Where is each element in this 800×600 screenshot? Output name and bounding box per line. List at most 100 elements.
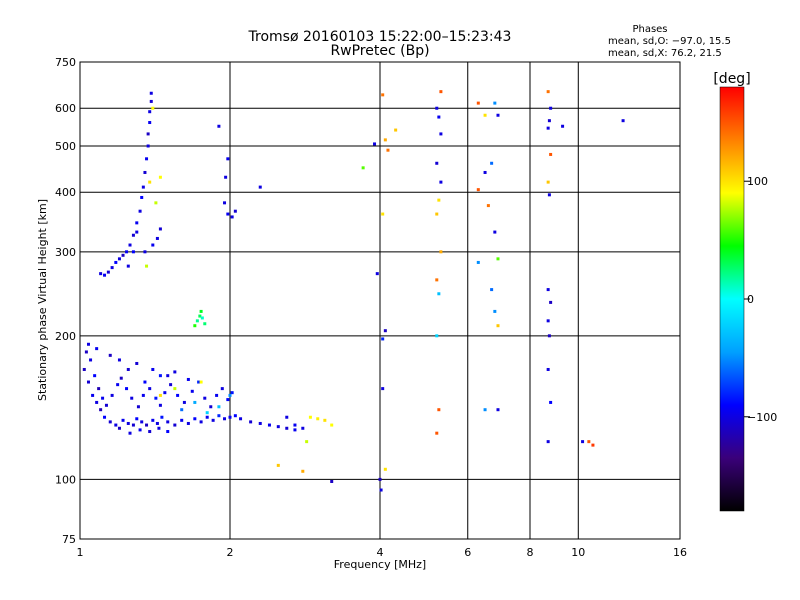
data-point xyxy=(330,423,334,427)
data-point xyxy=(439,132,443,136)
data-point xyxy=(301,426,305,430)
data-point xyxy=(223,417,227,421)
data-point xyxy=(476,188,480,192)
data-point xyxy=(117,426,121,430)
data-point xyxy=(195,319,199,323)
x-tick-label: 2 xyxy=(227,546,234,559)
data-point xyxy=(135,221,139,225)
data-point xyxy=(151,418,155,422)
data-point xyxy=(228,393,232,397)
x-tick-label: 1 xyxy=(77,546,84,559)
data-point xyxy=(439,180,443,184)
data-point xyxy=(121,253,125,257)
data-point xyxy=(301,469,305,473)
data-point xyxy=(230,215,234,219)
data-point xyxy=(86,380,90,384)
data-point xyxy=(149,99,153,103)
data-point xyxy=(158,374,162,378)
data-point xyxy=(95,347,99,351)
data-point xyxy=(166,374,170,378)
data-point xyxy=(205,415,209,419)
plot-frame xyxy=(79,61,681,540)
data-point xyxy=(121,418,125,422)
data-point xyxy=(135,417,139,421)
data-point xyxy=(486,204,490,208)
data-point xyxy=(130,396,134,400)
data-point xyxy=(549,152,553,156)
data-point xyxy=(136,405,140,409)
data-point xyxy=(233,209,237,213)
data-point xyxy=(323,418,327,422)
data-point xyxy=(587,440,591,444)
data-point xyxy=(103,415,107,419)
data-point xyxy=(154,396,158,400)
data-point xyxy=(285,426,289,430)
data-point xyxy=(143,380,147,384)
data-point xyxy=(151,367,155,371)
colorbar xyxy=(719,86,745,512)
data-point xyxy=(158,393,162,397)
data-point xyxy=(104,403,108,407)
data-point xyxy=(226,157,230,161)
data-point xyxy=(591,443,595,447)
data-point xyxy=(84,350,88,354)
data-point xyxy=(394,128,398,132)
data-point xyxy=(258,185,262,189)
data-point xyxy=(160,415,164,419)
data-point xyxy=(305,440,309,444)
data-point xyxy=(381,387,385,391)
data-point xyxy=(148,110,152,114)
data-point xyxy=(293,428,297,432)
y-tick-label: 750 xyxy=(55,56,76,69)
data-point xyxy=(169,383,173,387)
data-point xyxy=(381,337,385,341)
data-point xyxy=(166,430,170,434)
y-tick-label: 300 xyxy=(55,246,76,259)
y-axis-label: Stationary phase Virtual Height [km] xyxy=(36,199,49,401)
data-point xyxy=(110,393,114,397)
data-point xyxy=(381,212,385,216)
data-point xyxy=(217,124,221,128)
data-point xyxy=(119,376,123,380)
x-tick-label: 4 xyxy=(377,546,384,559)
data-point xyxy=(99,272,103,276)
y-tick-label: 600 xyxy=(55,102,76,115)
data-point xyxy=(101,396,105,400)
data-point xyxy=(239,417,243,421)
data-point xyxy=(145,423,149,427)
data-point xyxy=(203,396,207,400)
data-point xyxy=(215,393,219,397)
data-point xyxy=(220,387,224,391)
data-point xyxy=(386,148,390,152)
x-axis-ticks: 1 2 4 6 8 10 16 xyxy=(77,546,688,559)
data-point xyxy=(135,230,139,234)
x-tick-label: 8 xyxy=(527,546,534,559)
data-point xyxy=(148,387,152,391)
data-point xyxy=(435,212,439,216)
data-point xyxy=(435,431,439,435)
data-point xyxy=(180,418,184,422)
data-point xyxy=(131,233,135,237)
data-point xyxy=(198,314,202,318)
data-point xyxy=(546,180,550,184)
data-point xyxy=(116,383,120,387)
data-point xyxy=(375,272,379,276)
data-point xyxy=(86,342,90,346)
data-point xyxy=(155,236,159,240)
data-point xyxy=(126,367,130,371)
data-point xyxy=(148,121,152,125)
data-point xyxy=(379,488,383,492)
data-point xyxy=(546,367,550,371)
data-point xyxy=(546,90,550,94)
data-point xyxy=(126,264,130,268)
data-point xyxy=(621,119,625,123)
data-point xyxy=(276,463,280,467)
data-point xyxy=(435,334,439,338)
data-point xyxy=(493,230,497,234)
data-point xyxy=(476,260,480,264)
data-point xyxy=(108,420,112,424)
data-point xyxy=(285,415,289,419)
data-point xyxy=(126,421,130,425)
